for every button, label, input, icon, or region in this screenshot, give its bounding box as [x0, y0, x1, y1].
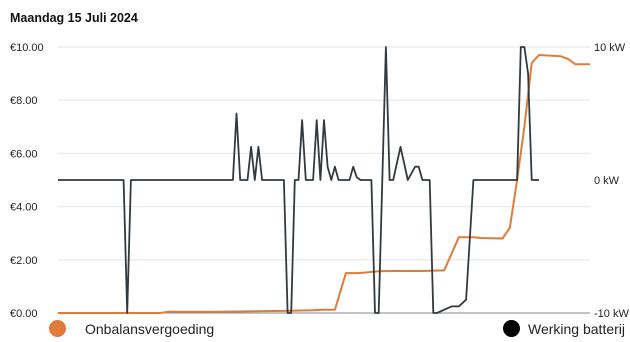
right-axis-tick-label: -10 kW [594, 308, 629, 320]
legend-onbalansvergoeding: Onbalansvergoeding [49, 320, 214, 337]
right-axis-tick-label: 0 kW [594, 175, 620, 187]
left-axis-tick-label: €0.00 [10, 308, 38, 320]
legend-black-dot [503, 320, 520, 337]
left-axis-tick-label: €8.00 [10, 95, 38, 107]
series-line-onbalansvergoeding [58, 54, 590, 314]
legend-label-werking-batterij: Werking batterij [528, 320, 626, 337]
left-axis-tick-label: €6.00 [10, 148, 38, 160]
right-axis-tick-label: 10 kW [594, 42, 626, 54]
legend-orange-dot [49, 320, 66, 337]
left-axis-tick-label: €10.00 [10, 42, 44, 54]
left-axis-tick-label: €4.00 [10, 202, 38, 214]
chart-title: Maandag 15 Juli 2024 [10, 11, 138, 25]
legend-werking-batterij: Werking batterij [503, 320, 625, 337]
left-axis-tick-label: €2.00 [10, 255, 38, 267]
series-line-werking-batterij [58, 46, 539, 314]
legend-label-onbalansvergoeding: Onbalansvergoeding [85, 320, 215, 337]
